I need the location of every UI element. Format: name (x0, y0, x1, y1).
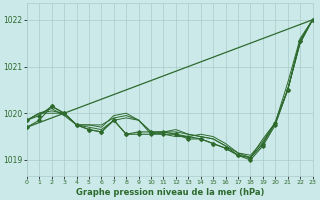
X-axis label: Graphe pression niveau de la mer (hPa): Graphe pression niveau de la mer (hPa) (76, 188, 264, 197)
